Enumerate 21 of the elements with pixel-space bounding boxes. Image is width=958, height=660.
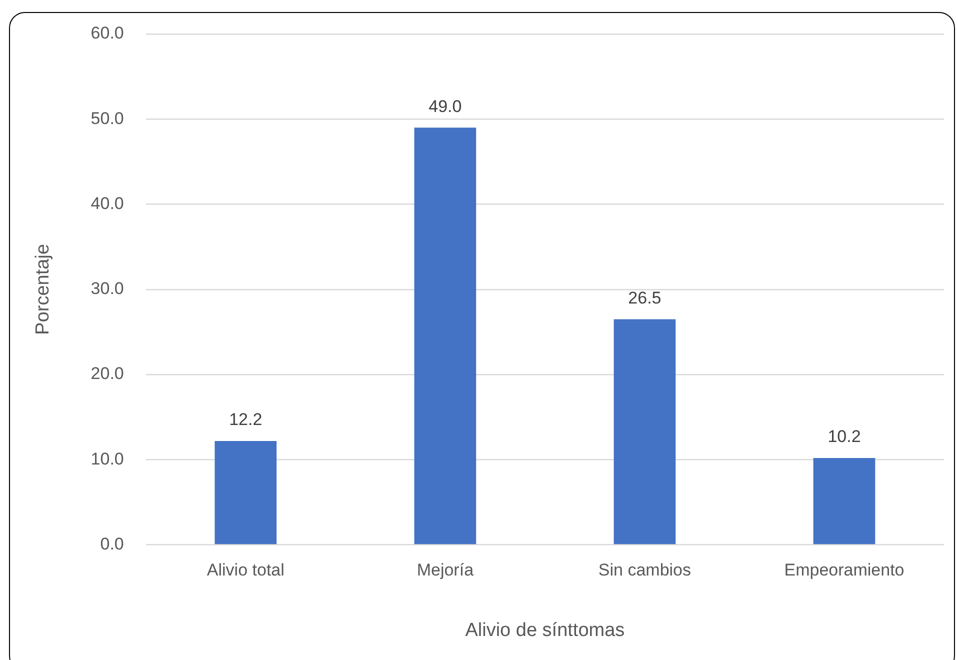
y-tick-label: 30.0 (90, 279, 124, 298)
y-axis-title: Porcentaje (32, 244, 54, 335)
y-tick-label: 40.0 (90, 194, 124, 213)
data-label: 12.2 (229, 410, 262, 430)
y-tick-label: 20.0 (90, 364, 124, 384)
x-tick-label: Empeoramiento (784, 560, 904, 580)
x-tick-label: Alivio total (206, 560, 284, 580)
y-tick-label: 10.0 (90, 449, 124, 468)
bar (414, 128, 476, 544)
x-axis-title: Alivio de sínttomas (465, 620, 625, 641)
bar (214, 440, 277, 544)
bar (614, 319, 676, 544)
y-tick-label: 60.0 (90, 24, 124, 43)
data-label: 26.5 (628, 288, 662, 308)
x-tick-label: Sin cambios (598, 560, 692, 580)
bar (813, 458, 876, 544)
y-tick-label: 50.0 (90, 108, 124, 128)
data-label: 49.0 (428, 96, 462, 116)
x-tick-label: Mejoría (416, 560, 474, 580)
data-label: 10.2 (828, 427, 861, 446)
y-tick-label: 0.0 (100, 534, 124, 554)
